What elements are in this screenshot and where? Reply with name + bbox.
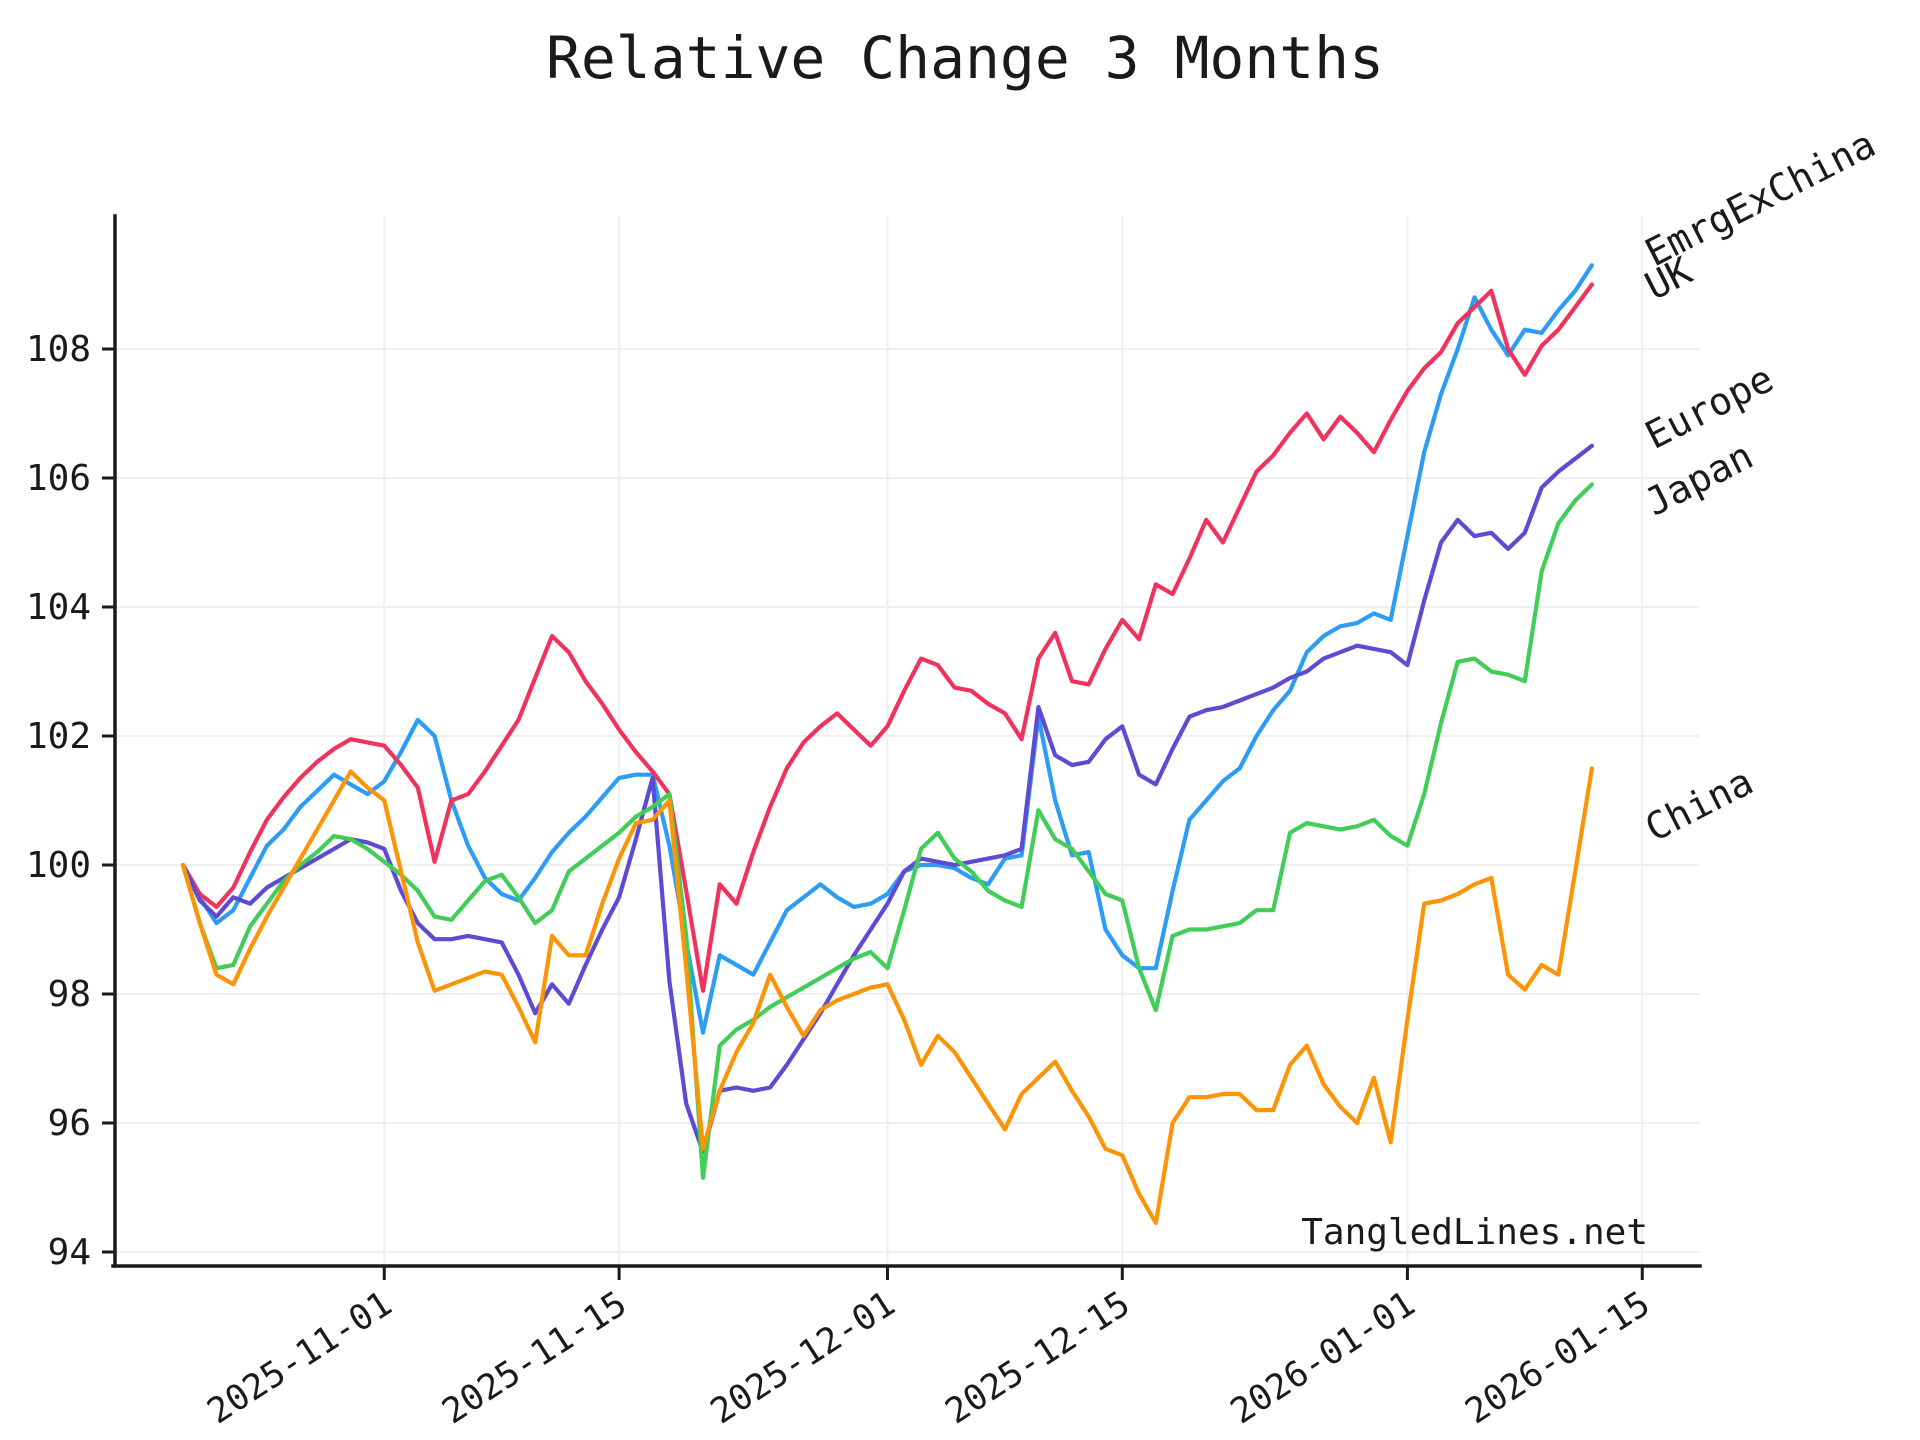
y-tick-label: 94 <box>48 1232 91 1273</box>
y-tick-label: 102 <box>26 716 91 757</box>
x-tick-label: 2026-01-15 <box>1459 1284 1658 1432</box>
y-tick-label: 100 <box>26 845 91 886</box>
series-line-china <box>180 766 1595 1226</box>
series-line-europe <box>180 443 1595 1155</box>
series-line-japan <box>180 482 1595 1180</box>
watermark: TangledLines.net <box>1301 1212 1648 1253</box>
y-tick-label: 108 <box>26 329 91 370</box>
y-tick-label: 104 <box>26 587 91 628</box>
x-tick-label: 2025-11-01 <box>201 1284 400 1432</box>
y-tick-label: 106 <box>26 458 91 499</box>
x-tick-label: 2025-12-15 <box>939 1284 1138 1432</box>
x-tick-label: 2025-12-01 <box>704 1284 903 1432</box>
y-tick-label: 98 <box>48 974 91 1015</box>
y-tick-label: 96 <box>48 1103 91 1144</box>
series-label-europe: Europe <box>1638 356 1780 458</box>
series-line-uk <box>180 282 1595 993</box>
series-line-emrgexchina <box>180 263 1595 1035</box>
series-label-china: China <box>1638 759 1760 850</box>
chart-title: Relative Change 3 Months <box>546 24 1384 92</box>
x-tick-label: 2026-01-01 <box>1224 1284 1423 1432</box>
x-tick-label: 2025-11-15 <box>435 1284 634 1432</box>
